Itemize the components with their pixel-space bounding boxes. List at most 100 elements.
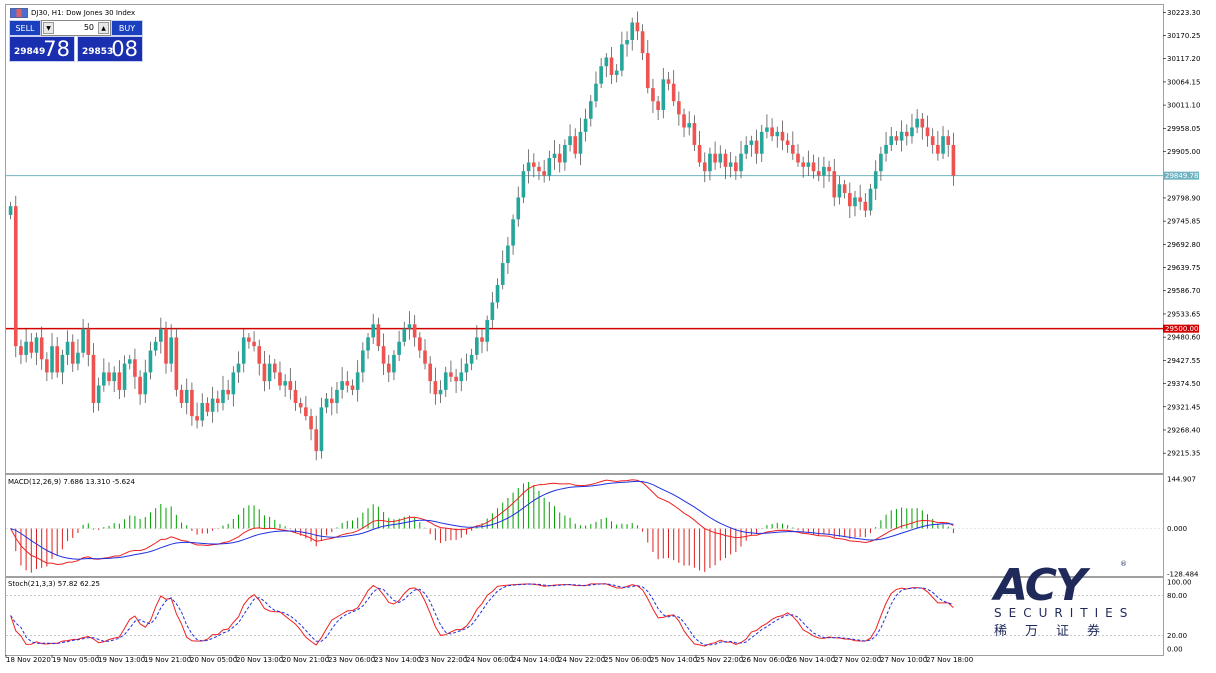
candle-body [319, 407, 324, 452]
time-tick-label: 20 Nov 21:00 [282, 656, 329, 664]
candle-body [666, 79, 671, 84]
candle-body [143, 372, 148, 395]
candle-body [811, 162, 816, 172]
candle-body [847, 193, 852, 207]
candle-body [138, 376, 142, 395]
candle-body [443, 372, 448, 390]
candle-body [640, 31, 645, 54]
candle-body [257, 346, 262, 364]
price-tick-label: 30011.10 [1167, 102, 1200, 110]
candle-body [340, 381, 344, 390]
candle-body [153, 341, 158, 351]
candle-body [70, 341, 75, 364]
lot-size-input[interactable]: ▼ 50 ▲ [41, 20, 111, 36]
candle-body [19, 346, 23, 355]
macd-panel[interactable] [5, 474, 1164, 577]
price-tick-label: 30223.30 [1167, 9, 1200, 17]
candle-body [500, 263, 505, 285]
time-tick-label: 19 Nov 13:00 [98, 656, 145, 664]
candle-body [734, 162, 738, 172]
lot-increase-arrow-icon[interactable]: ▲ [98, 22, 109, 34]
candle-body [832, 171, 837, 198]
one-click-trading-panel: SELL ▼ 50 ▲ BUY 29849 78 29853 08 [9, 20, 143, 62]
stochastic-panel[interactable] [5, 577, 1164, 656]
time-tick-label: 20 Nov 05:00 [190, 656, 237, 664]
candle-body [159, 328, 163, 342]
candle-body [951, 144, 956, 176]
candle-body [179, 389, 184, 404]
price-tick-label: 29533.65 [1167, 310, 1200, 318]
price-tick-label: 29427.55 [1167, 357, 1200, 365]
candle-body [195, 416, 199, 421]
candle-body [770, 127, 774, 137]
candle-body [873, 171, 878, 189]
candle-body [210, 398, 215, 412]
candle-body [775, 131, 780, 137]
chart-title: DJ30, H1: Dow Jones 30 Index [10, 8, 135, 18]
candle-body [221, 389, 225, 404]
buy-button[interactable]: BUY [111, 20, 143, 36]
lot-decrease-arrow-icon[interactable]: ▼ [43, 22, 54, 34]
candle-body [687, 123, 692, 128]
candle-body [645, 53, 650, 89]
candle-body [884, 144, 888, 154]
candle-body [692, 123, 697, 145]
candle-body [127, 359, 132, 364]
candle-body [169, 337, 173, 364]
stochastic-label: Stoch(21,3,3) 57.82 62.25 [8, 580, 101, 588]
candle-body [941, 136, 945, 154]
candle-body [402, 328, 407, 342]
candle-body [107, 372, 111, 382]
candle-body [547, 158, 552, 176]
candle-body [879, 153, 883, 172]
candle-body [920, 118, 925, 128]
time-tick-label: 27 Nov 18:00 [926, 656, 973, 664]
candle-body [568, 136, 572, 145]
candle-body [205, 403, 210, 412]
candle-body [314, 429, 319, 452]
candle-body [635, 22, 640, 32]
time-tick-label: 24 Nov 06:00 [466, 656, 513, 664]
candle-body [930, 136, 935, 145]
candle-body [86, 328, 91, 355]
candle-body [148, 350, 153, 373]
price-tick-label: 30117.20 [1167, 55, 1200, 63]
candle-body [117, 372, 122, 390]
candle-body [60, 354, 65, 373]
candle-body [39, 337, 44, 360]
chart-symbol-icon [10, 8, 28, 18]
logo-registered-mark: ® [1120, 560, 1127, 568]
candle-body [272, 363, 277, 373]
stochastic-chart [6, 583, 1163, 647]
sell-button[interactable]: SELL [9, 20, 41, 36]
time-tick-label: 26 Nov 14:00 [788, 656, 835, 664]
candle-body [376, 324, 381, 347]
candle-body [708, 153, 712, 172]
lot-size-value: 50 [83, 23, 94, 32]
price-chart-panel[interactable] [5, 4, 1164, 474]
candle-body [392, 354, 396, 373]
candle-body [718, 153, 723, 163]
stoch-main-line [10, 583, 954, 647]
candle-body [661, 79, 666, 110]
candle-body [102, 372, 106, 386]
sell-price-prefix: 29849 [14, 47, 46, 57]
candle-body [267, 363, 272, 382]
candle-body [475, 337, 479, 355]
candle-body [480, 337, 484, 342]
price-tick-label: 29905.00 [1167, 148, 1200, 156]
candle-body [796, 153, 800, 163]
candle-body [754, 140, 759, 154]
candle-body [236, 363, 241, 373]
time-tick-label: 26 Nov 06:00 [742, 656, 789, 664]
stoch-signal-line [10, 583, 954, 646]
buy-price-button[interactable]: 29853 08 [77, 36, 143, 62]
candle-body [91, 354, 96, 404]
candle-body [853, 197, 857, 207]
candle-body [506, 245, 510, 264]
stoch-tick-label: 0.00 [1167, 646, 1183, 654]
time-tick-label: 23 Nov 22:00 [420, 656, 467, 664]
sell-price-button[interactable]: 29849 78 [9, 36, 75, 62]
price-tick-label: 29268.40 [1167, 426, 1200, 434]
candle-body [625, 39, 629, 45]
